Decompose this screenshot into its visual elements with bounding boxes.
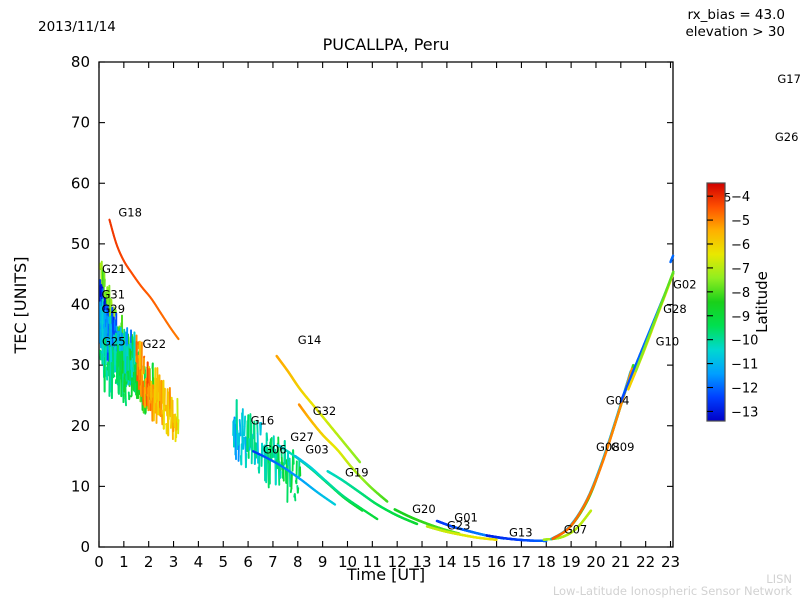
trace-G03 bbox=[294, 454, 379, 521]
x-tick-label: 16 bbox=[487, 553, 506, 571]
satellite-label-G20: G20 bbox=[412, 502, 436, 516]
x-tick-label: 20 bbox=[586, 553, 605, 571]
satellite-label-G26: G26 bbox=[775, 130, 799, 144]
y-tick-label: 30 bbox=[71, 356, 90, 374]
satellite-label-G25: G25 bbox=[102, 335, 126, 349]
trace-G32 bbox=[297, 403, 389, 503]
date-label: 2013/11/14 bbox=[38, 19, 116, 35]
trace-G19 bbox=[326, 470, 419, 526]
y-tick-label: 50 bbox=[71, 235, 90, 253]
x-tick-label: 7 bbox=[268, 553, 278, 571]
plot-axes: 0 1 2 3 4 5 6 7 8 9 10 11 12 13 14 15 16 17 18 19 20 21 22 2301… bbox=[71, 53, 680, 571]
x-tick-label: 1 bbox=[119, 553, 129, 571]
rx-bias-label: rx_bias = 43.0 bbox=[687, 7, 785, 23]
x-tick-label: 17 bbox=[512, 553, 531, 571]
satellite-label-G17: G17 bbox=[777, 72, 800, 86]
x-tick-label: 6 bbox=[243, 553, 253, 571]
satellite-label-G18: G18 bbox=[118, 206, 142, 220]
satellite-label-G23: G23 bbox=[447, 518, 471, 532]
colorbar-tick-label: −7 bbox=[731, 262, 750, 277]
watermark-full-name: Low-Latitude Ionospheric Sensor Network bbox=[553, 584, 793, 598]
satellite-label-G03: G03 bbox=[305, 443, 329, 457]
colorbar-tick-label: −4 bbox=[731, 190, 750, 205]
satellite-label-G32: G32 bbox=[313, 404, 337, 418]
x-tick-label: 15 bbox=[462, 553, 481, 571]
x-tick-label: 0 bbox=[94, 553, 104, 571]
colorbar-tick-label: −8 bbox=[731, 286, 750, 301]
page-title: PUCALLPA, Peru bbox=[323, 35, 450, 54]
colorbar-title: Latitude bbox=[753, 271, 771, 333]
satellite-label-G07: G07 bbox=[564, 523, 588, 537]
trace-G05 bbox=[669, 254, 675, 264]
satellite-label-G02: G02 bbox=[673, 278, 697, 292]
y-tick-label: 10 bbox=[71, 477, 90, 495]
satellite-label-G28: G28 bbox=[663, 302, 687, 316]
x-tick-label: 22 bbox=[636, 553, 655, 571]
y-axis-title: TEC [UNITS] bbox=[11, 257, 30, 355]
x-tick-label: 5 bbox=[218, 553, 228, 571]
satellite-label-G27: G27 bbox=[290, 430, 314, 444]
x-tick-label: 9 bbox=[318, 553, 328, 571]
y-tick-label: 20 bbox=[71, 417, 90, 435]
x-axis-title: Time [UT] bbox=[346, 565, 425, 584]
satellite-label-G31: G31 bbox=[102, 287, 126, 301]
x-tick-label: 8 bbox=[293, 553, 303, 571]
satellite-label-G29: G29 bbox=[102, 302, 126, 316]
colorbar-tick-label: −11 bbox=[731, 358, 758, 373]
colorbar-tick-label: −13 bbox=[731, 405, 758, 420]
satellite-label-G01: G01 bbox=[454, 511, 478, 525]
colorbar-gradient bbox=[706, 182, 726, 422]
trace-G07 bbox=[542, 509, 593, 541]
satellite-label-G19: G19 bbox=[345, 466, 369, 480]
satellite-label-G22: G22 bbox=[143, 337, 167, 351]
colorbar: −4 −5 −6 −7 −8 −9 −10 −11 −12 −13 bbox=[706, 182, 758, 422]
colorbar-tick-label: −9 bbox=[731, 310, 750, 325]
trace-G22 bbox=[135, 334, 180, 443]
y-tick-label: 70 bbox=[71, 114, 90, 132]
x-tick-label: 13 bbox=[412, 553, 431, 571]
x-tick-label: 23 bbox=[661, 553, 680, 571]
satellite-label-G04: G04 bbox=[606, 394, 630, 408]
x-tick-label: 14 bbox=[437, 553, 456, 571]
trace-G18 bbox=[108, 218, 180, 341]
colorbar-tick-label: −5 bbox=[731, 214, 750, 229]
colorbar-tick-label: −6 bbox=[731, 238, 750, 253]
satellite-label-G09: G09 bbox=[611, 440, 635, 454]
trace-G16 bbox=[232, 399, 302, 503]
colorbar-tick-label: −10 bbox=[731, 334, 758, 349]
x-tick-label: 10 bbox=[338, 553, 357, 571]
x-tick-label: 18 bbox=[537, 553, 556, 571]
satellite-label-G06: G06 bbox=[263, 443, 287, 457]
x-tick-label: 21 bbox=[611, 553, 630, 571]
trace-G14 bbox=[275, 354, 362, 464]
x-tick-label: 11 bbox=[363, 553, 382, 571]
data-traces bbox=[99, 218, 675, 543]
x-tick-label: 4 bbox=[194, 553, 204, 571]
trace-G20 bbox=[393, 508, 461, 535]
y-tick-label: 60 bbox=[71, 174, 90, 192]
trace-G23 bbox=[425, 525, 498, 541]
satellite-label-G16: G16 bbox=[251, 414, 275, 428]
x-tick-label: 3 bbox=[169, 553, 179, 571]
x-tick-label: 2 bbox=[144, 553, 154, 571]
trace-G06 bbox=[251, 450, 337, 506]
colorbar-tick-label: −12 bbox=[731, 382, 758, 397]
satellite-label-G13: G13 bbox=[509, 526, 533, 540]
y-tick-label: 0 bbox=[80, 538, 90, 556]
trace-G13 bbox=[485, 534, 548, 543]
watermark-lisn: LISN bbox=[766, 572, 792, 586]
y-tick-label: 80 bbox=[71, 53, 90, 71]
satellite-label-G21: G21 bbox=[102, 262, 126, 276]
elevation-label: elevation > 30 bbox=[685, 24, 785, 40]
y-tick-label: 40 bbox=[71, 296, 90, 314]
x-tick-label: 19 bbox=[562, 553, 581, 571]
satellite-label-G10: G10 bbox=[656, 335, 680, 349]
satellite-label-G14: G14 bbox=[298, 333, 322, 347]
trace-G02 bbox=[634, 270, 675, 373]
x-tick-label: 12 bbox=[388, 553, 407, 571]
satellite-label-G08: G08 bbox=[596, 440, 620, 454]
